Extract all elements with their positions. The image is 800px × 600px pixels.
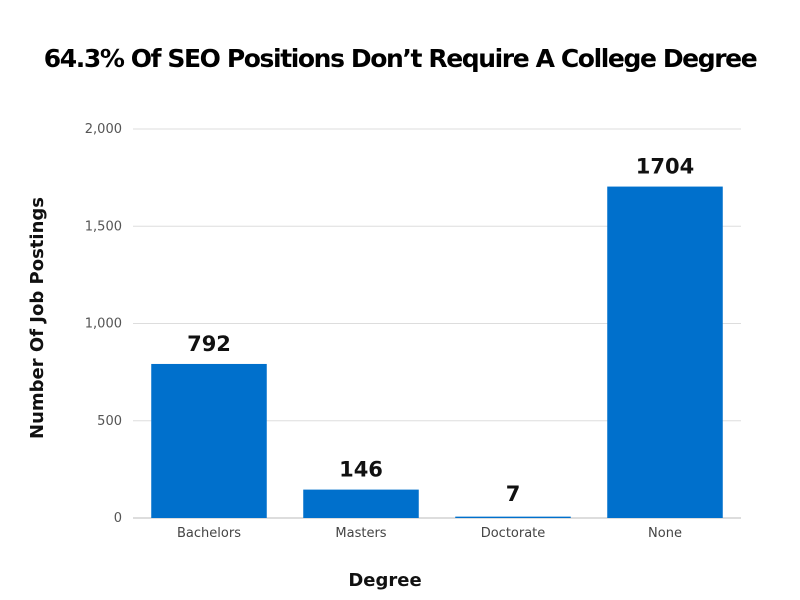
category-label: None: [648, 526, 682, 541]
data-label: 1704: [636, 155, 694, 179]
data-labels: 792 146 7 1704: [187, 155, 694, 506]
bar: [607, 186, 723, 518]
bar: [151, 363, 267, 518]
y-tick-label: 1,000: [85, 317, 122, 332]
data-label: 792: [187, 332, 231, 356]
bar: [303, 489, 419, 518]
y-axis-label: Number Of Job Postings: [27, 197, 48, 439]
data-label: 146: [339, 458, 383, 482]
bar: [455, 516, 571, 518]
x-axis-label: Degree: [348, 570, 421, 591]
bars: [151, 186, 723, 518]
data-label: 7: [506, 482, 521, 506]
category-labels: Bachelors Masters Doctorate None: [177, 526, 682, 541]
y-tick-label: 0: [114, 511, 122, 526]
chart-title: 64.3% Of SEO Positions Don’t Require A C…: [43, 44, 758, 73]
y-tick-label: 2,000: [85, 122, 122, 137]
y-axis-ticks: 0 500 1,000 1,500 2,000: [85, 122, 122, 526]
category-label: Masters: [335, 526, 386, 541]
category-label: Doctorate: [481, 526, 546, 541]
category-label: Bachelors: [177, 526, 241, 541]
y-tick-label: 1,500: [85, 219, 122, 234]
y-tick-label: 500: [97, 414, 122, 429]
